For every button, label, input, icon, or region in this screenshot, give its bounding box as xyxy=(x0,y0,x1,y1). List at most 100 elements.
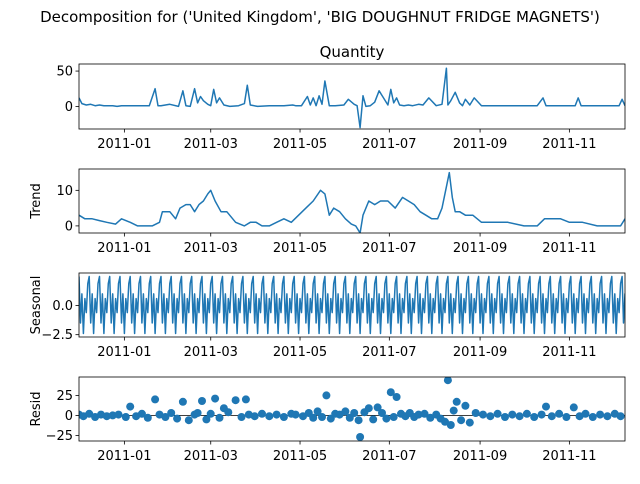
resid-point xyxy=(215,413,224,422)
resid-point xyxy=(493,409,502,418)
y-tick-label: 0 xyxy=(65,219,73,234)
resid-point xyxy=(137,409,146,418)
resid-point xyxy=(151,395,160,404)
resid-point xyxy=(202,415,211,424)
y-tick-label: 0.0 xyxy=(52,299,73,314)
x-tick-label: 2011-11 xyxy=(542,137,596,152)
resid-point xyxy=(318,413,326,421)
resid-point xyxy=(173,414,182,423)
resid-point xyxy=(309,413,318,422)
resid-point xyxy=(206,409,215,418)
resid-point xyxy=(382,414,391,423)
x-tick-label: 2011-03 xyxy=(184,449,238,464)
plot-area xyxy=(79,67,625,129)
resid-point xyxy=(449,406,458,415)
resid-point xyxy=(364,404,373,413)
x-tick-label: 2011-07 xyxy=(362,449,416,464)
x-tick-label: 2011-05 xyxy=(273,241,327,256)
panel-2: 0 10 2011-01 2011-03 2011-05 2011-07 2011-09 20… xyxy=(29,168,626,256)
resid-point xyxy=(588,413,597,421)
resid-point xyxy=(265,412,274,421)
axes-frame xyxy=(78,63,626,130)
resid-point xyxy=(452,397,461,406)
resid-point xyxy=(581,409,590,418)
x-tick-label: 2011-01 xyxy=(97,449,151,464)
resid-point xyxy=(471,409,480,417)
resid-point xyxy=(420,409,429,418)
resid-point xyxy=(322,391,331,400)
y-axis-label: Seasonal xyxy=(29,276,44,335)
resid-point xyxy=(501,413,509,421)
y-tick-label: 50 xyxy=(56,65,73,80)
resid-point xyxy=(465,418,474,427)
resid-point xyxy=(596,410,605,419)
x-tick-label: 2011-07 xyxy=(362,137,416,152)
resid-point xyxy=(515,412,524,421)
resid-point xyxy=(193,409,202,417)
resid-point xyxy=(389,413,398,421)
x-tick-label: 2011-11 xyxy=(542,345,596,360)
resid-point xyxy=(241,395,250,404)
y-tick-label: 0 xyxy=(65,100,73,115)
resid-point xyxy=(486,412,495,421)
series-line xyxy=(79,275,625,335)
x-tick-label: 2011-11 xyxy=(542,449,596,464)
x-tick-label: 2011-07 xyxy=(362,241,416,256)
x-tick-label: 2011-01 xyxy=(97,345,151,360)
x-tick-label: 2011-03 xyxy=(184,241,238,256)
resid-point xyxy=(522,409,531,418)
resid-point xyxy=(603,412,612,421)
resid-point xyxy=(378,409,386,417)
y-tick-label: 10 xyxy=(56,184,73,199)
resid-point xyxy=(443,377,452,385)
resid-point xyxy=(479,410,487,419)
resid-point xyxy=(547,412,556,421)
resid-point xyxy=(461,401,470,410)
y-tick-label: −25 xyxy=(46,429,73,444)
resid-point xyxy=(555,409,564,418)
series-line xyxy=(79,67,625,129)
resid-point xyxy=(121,413,130,421)
x-tick-label: 2011-11 xyxy=(542,241,596,256)
x-tick-label: 2011-07 xyxy=(362,345,416,360)
resid-point xyxy=(224,408,233,417)
resid-point xyxy=(537,410,546,419)
x-tick-label: 2011-09 xyxy=(453,345,507,360)
resid-point xyxy=(392,393,401,401)
resid-point xyxy=(143,413,152,422)
x-tick-label: 2011-03 xyxy=(184,345,238,360)
resid-point xyxy=(530,413,539,421)
resid-point xyxy=(231,396,240,405)
resid-point xyxy=(184,416,193,425)
y-axis-label: Resid xyxy=(29,391,44,426)
resid-point xyxy=(457,416,466,425)
resid-point xyxy=(198,397,206,405)
resid-point xyxy=(562,413,571,421)
resid-point xyxy=(161,413,170,421)
resid-point xyxy=(178,397,187,406)
x-tick-label: 2011-09 xyxy=(453,241,507,256)
resid-point xyxy=(542,402,550,411)
resid-point xyxy=(237,413,246,421)
resid-point xyxy=(354,416,363,425)
x-tick-label: 2011-01 xyxy=(97,241,151,256)
resid-point xyxy=(508,410,517,419)
resid-point xyxy=(85,409,94,418)
panel-3: −2.5 0.0 2011-01 2011-03 2011-05 2011-07 2011-… xyxy=(29,272,626,360)
resid-point xyxy=(569,403,578,412)
panel-1: 0 50 2011-01 2011-03 2011-05 2011-07 2011-09 20… xyxy=(56,43,626,152)
resid-point xyxy=(291,410,300,419)
resid-point xyxy=(258,409,266,418)
x-tick-label: 2011-01 xyxy=(97,137,151,152)
resid-point xyxy=(350,409,359,417)
resid-point xyxy=(102,412,111,421)
plot-area xyxy=(79,377,625,441)
x-tick-label: 2011-05 xyxy=(273,449,327,464)
x-tick-label: 2011-03 xyxy=(184,137,238,152)
axes-frame xyxy=(78,376,626,442)
axes-frame xyxy=(78,168,626,234)
x-tick-label: 2011-05 xyxy=(273,345,327,360)
resid-point xyxy=(386,388,395,397)
